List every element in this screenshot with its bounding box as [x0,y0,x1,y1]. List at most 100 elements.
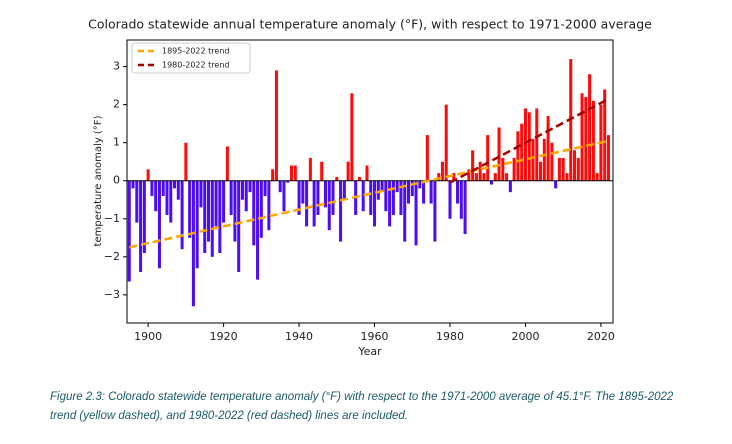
bar [346,161,350,181]
bar [573,150,577,181]
bar [203,180,207,254]
bar [384,180,388,212]
bar [127,180,131,282]
bar [516,131,520,181]
bar [505,173,509,181]
bar [388,180,392,227]
bar [154,180,158,212]
bar [142,180,146,254]
bar [259,180,263,238]
bar [433,180,437,242]
bar [180,180,184,250]
bar [576,157,580,181]
bar [199,180,203,208]
x-tick-label: 1960 [361,330,389,343]
bar [520,123,524,181]
bar [437,173,441,181]
x-tick-label: 2000 [511,330,539,343]
bar [327,180,331,231]
y-tick-label: 0 [113,174,120,187]
bar [463,180,467,234]
trend-line [449,97,610,184]
bar [214,180,218,227]
bar [539,161,543,181]
bar [271,169,275,181]
bar [523,108,527,181]
x-tick-label: 1900 [134,330,162,343]
bar [474,173,478,181]
bar [531,138,535,181]
bar [376,180,380,200]
y-tick-label: 2 [113,98,120,111]
bar [414,180,418,246]
bar [440,161,444,181]
bar [429,180,433,204]
x-tick-label: 1920 [210,330,238,343]
bar [161,180,165,196]
legend-box [131,42,251,74]
bar [501,157,505,181]
bar [339,180,343,242]
bar [252,180,256,246]
bar [467,169,471,181]
bar [335,176,339,181]
bar [369,180,373,215]
bar [191,180,195,307]
trend-line [128,139,609,249]
bar [361,180,365,212]
legend-label: 1895-2022 trend [162,47,229,56]
bar [365,165,369,181]
bar [603,89,607,181]
bar [305,180,309,227]
bar [580,93,584,181]
bar [557,157,561,181]
y-tick-label: 1 [113,136,120,149]
bar [157,180,161,269]
bar [195,180,199,269]
bar [312,180,316,227]
bar [535,108,539,181]
bar [150,180,154,196]
x-tick-label: 1940 [285,330,313,343]
bar [165,180,169,215]
bar [342,180,346,200]
bar [293,165,297,181]
bar [146,169,150,181]
bar [554,180,558,189]
bar [584,97,588,181]
bar [478,161,482,181]
bar [606,135,610,181]
y-axis-label: temperature anomaly (°F) [93,115,104,246]
bar [418,180,422,189]
bar [301,180,305,204]
bar [225,146,229,181]
bar [256,180,260,280]
bar [248,180,252,193]
bar [173,180,177,189]
bar [176,180,180,200]
bar [482,173,486,181]
bar [459,180,463,219]
bar [282,180,286,212]
bar [206,180,211,242]
bar [497,127,501,181]
x-tick-label: 2020 [587,330,615,343]
bar [448,180,452,219]
bar [471,150,475,181]
bar [233,180,237,242]
plot-frame [126,39,614,324]
bar [561,157,565,181]
bar [550,142,554,181]
bar [323,180,327,208]
bar [591,100,595,181]
bar [493,173,497,181]
bar [391,180,395,215]
bar [218,180,222,254]
bar [527,112,531,181]
legend-label: 1980-2022 trend [162,61,229,70]
y-tick-label: −2 [104,250,120,263]
bar [546,116,550,181]
bar [380,180,384,193]
bar [508,180,512,193]
